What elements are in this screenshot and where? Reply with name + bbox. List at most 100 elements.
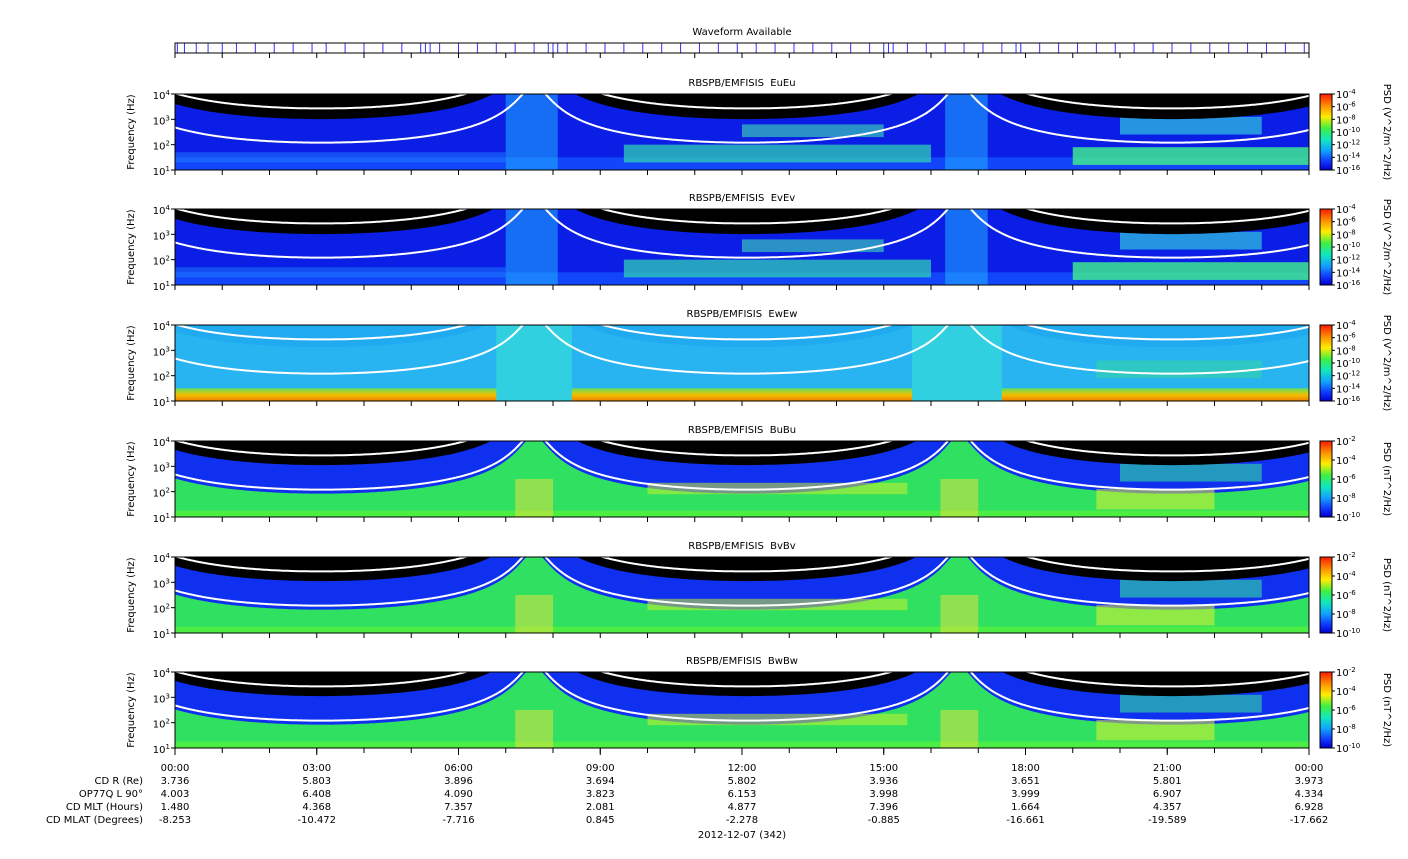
ephemeris-value: 1.480	[161, 802, 190, 813]
cyclotron-curve	[175, 209, 1309, 259]
ephemeris-value: 3.823	[586, 789, 615, 800]
ephemeris-value: -8.253	[159, 815, 191, 826]
tick-base: 10	[1336, 90, 1349, 101]
x-tick-label: 15:00	[869, 763, 898, 774]
colorbar-tick-label: 10-10	[1336, 357, 1360, 370]
spectral-feature	[945, 94, 988, 170]
colorbar	[1319, 556, 1333, 634]
colorbar-tick-label: 10-8	[1336, 723, 1356, 736]
tick-exponent: 3	[166, 692, 170, 700]
ephemeris-value: 6.153	[728, 789, 757, 800]
y-tick-label: 102	[153, 371, 170, 384]
ephemeris-value: 7.396	[869, 802, 898, 813]
spectral-feature	[515, 710, 553, 748]
spectral-feature	[1120, 579, 1262, 598]
tick-exponent: -12	[1349, 139, 1360, 147]
colorbar-label: PSD (nT^2/Hz)	[1381, 442, 1392, 516]
x-tick-label: 09:00	[586, 763, 615, 774]
spectral-feature	[515, 595, 553, 633]
y-tick-label: 102	[153, 718, 170, 731]
colorbar-tick-label: 10-6	[1336, 332, 1356, 345]
ephemeris-value: 5.801	[1153, 776, 1182, 787]
ephemeris-value: 6.907	[1153, 789, 1182, 800]
panel-title: RBSPB/EMFISIS BuBu	[688, 425, 796, 436]
spectrogram	[175, 325, 1309, 401]
tick-exponent: 2	[166, 140, 170, 148]
tick-exponent: -16	[1349, 164, 1361, 172]
spectrogram	[175, 557, 1309, 633]
tick-base: 10	[1336, 437, 1349, 448]
spectral-feature	[1120, 463, 1262, 482]
tick-base: 10	[153, 347, 166, 358]
ephemeris-value: 1.664	[1011, 802, 1040, 813]
colorbar-tick-label: 10-8	[1336, 492, 1356, 505]
colorbar-tick-label: 10-6	[1336, 473, 1356, 486]
y-tick-label: 102	[153, 140, 170, 153]
spectral-feature	[505, 94, 558, 170]
tick-base: 10	[153, 489, 166, 500]
panel-title: RBSPB/EMFISIS BwBw	[686, 656, 798, 667]
cyclotron-curve	[175, 441, 1309, 457]
tick-base: 10	[153, 167, 166, 178]
green-region	[175, 672, 1309, 748]
tick-base: 10	[153, 257, 166, 268]
tick-exponent: 1	[166, 280, 170, 288]
tick-base: 10	[153, 398, 166, 409]
green-region	[175, 441, 1309, 517]
ephemeris-value: 4.877	[728, 802, 757, 813]
y-tick-label: 103	[153, 692, 170, 705]
tick-exponent: -6	[1349, 101, 1357, 109]
ephemeris-value: 4.368	[302, 802, 331, 813]
tick-base: 10	[1336, 153, 1349, 164]
colorbar-tick-label: 10-12	[1336, 139, 1360, 152]
tick-base: 10	[153, 91, 166, 102]
colorbar-tick-label: 10-8	[1336, 608, 1356, 621]
spectral-feature	[940, 479, 979, 517]
ephemeris-value: 3.651	[1011, 776, 1040, 787]
y-tick-label: 104	[153, 552, 171, 565]
y-tick-label: 102	[153, 487, 170, 500]
tick-exponent: 2	[166, 487, 170, 495]
tick-base: 10	[1336, 572, 1349, 583]
spectral-feature	[945, 209, 988, 285]
y-tick-label: 103	[153, 345, 170, 358]
colorbar-tick-label: 10-2	[1336, 435, 1356, 448]
spectral-feature	[1096, 605, 1215, 626]
spectral-feature	[912, 325, 1002, 401]
panel-title: RBSPB/EMFISIS EuEu	[688, 78, 795, 89]
tick-base: 10	[1336, 256, 1349, 267]
tick-base: 10	[153, 694, 166, 705]
spectral-feature	[940, 595, 979, 633]
tick-exponent: -8	[1349, 492, 1356, 500]
tick-exponent: 1	[166, 396, 170, 404]
tick-exponent: -10	[1349, 742, 1360, 750]
tick-base: 10	[1336, 268, 1349, 279]
tick-exponent: 1	[166, 628, 170, 636]
colorbar-tick-label: 10-6	[1336, 101, 1356, 114]
colorbar-tick-label: 10-4	[1336, 685, 1356, 698]
spectral-feature	[515, 479, 553, 517]
spectral-feature	[1120, 231, 1262, 250]
spectral-feature	[175, 267, 506, 278]
panel-title: RBSPB/EMFISIS BvBv	[688, 541, 796, 552]
tick-exponent: -4	[1349, 454, 1357, 462]
tick-base: 10	[1336, 321, 1349, 332]
spectral-feature	[1072, 262, 1309, 280]
spectral-feature	[1096, 489, 1215, 510]
colorbar-tick-label: 10-6	[1336, 704, 1356, 717]
tick-base: 10	[1336, 591, 1349, 602]
x-tick-label: 18:00	[1011, 763, 1040, 774]
spectral-feature	[1120, 116, 1262, 135]
tick-exponent: -16	[1349, 279, 1361, 287]
tick-exponent: 1	[166, 743, 170, 751]
signal-free-region	[175, 94, 1309, 120]
y-axis-label: Frequency (Hz)	[126, 325, 137, 401]
tick-base: 10	[153, 554, 166, 565]
colorbar-tick-label: 10-4	[1336, 454, 1356, 467]
tick-exponent: -2	[1349, 435, 1356, 443]
tick-exponent: -6	[1349, 332, 1357, 340]
tick-exponent: 1	[166, 512, 170, 520]
tick-base: 10	[1336, 629, 1349, 640]
tick-exponent: -12	[1349, 254, 1360, 262]
tick-exponent: 3	[166, 345, 170, 353]
